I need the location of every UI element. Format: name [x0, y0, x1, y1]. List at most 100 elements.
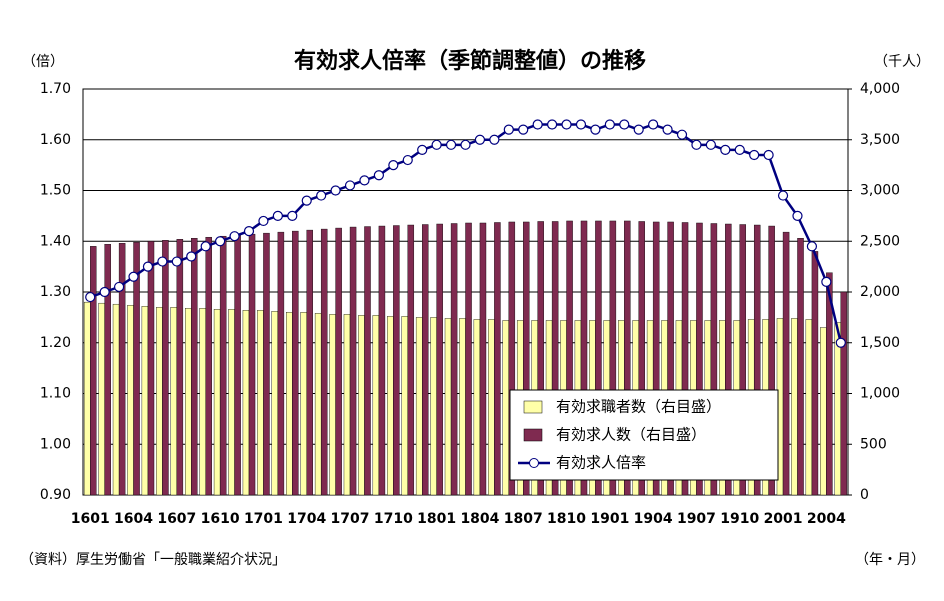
marker — [85, 291, 96, 303]
marker — [662, 124, 673, 135]
x-tick-label: 1904 — [634, 511, 673, 527]
bar — [292, 230, 299, 496]
bar — [387, 316, 394, 496]
x-tick-label: 1607 — [157, 511, 196, 527]
marker — [287, 210, 298, 221]
bar — [228, 309, 235, 496]
bar — [580, 220, 588, 496]
marker — [604, 119, 615, 130]
bar — [378, 225, 386, 496]
y2-tick-label: 3,000 — [860, 183, 900, 199]
y2-tick-label: 1,500 — [860, 335, 900, 351]
bar — [127, 304, 134, 496]
bar — [450, 223, 458, 496]
x-tick-label: 1601 — [71, 511, 110, 527]
x-tick-label: 1910 — [720, 511, 759, 527]
bar — [624, 220, 631, 496]
bar — [791, 318, 798, 496]
bar — [162, 240, 169, 496]
bar — [407, 224, 415, 496]
marker — [417, 144, 428, 155]
bar — [739, 224, 747, 496]
bar — [364, 226, 371, 496]
legend-label: 有効求人倍率 — [556, 454, 646, 472]
marker — [344, 180, 356, 191]
y2-tick-label: 2,500 — [860, 233, 900, 249]
bar — [415, 317, 423, 496]
marker — [215, 236, 226, 247]
bar — [652, 221, 660, 496]
bar — [205, 236, 212, 496]
bar — [191, 238, 198, 496]
x-tick-label: 1610 — [201, 511, 240, 527]
bar — [725, 223, 732, 496]
bar — [551, 221, 559, 496]
y-tick-label: 1.60 — [40, 132, 71, 148]
y2-tick-label: 500 — [860, 436, 887, 452]
x-tick-label: 1701 — [244, 511, 283, 527]
marker — [460, 139, 471, 150]
bar — [523, 221, 530, 496]
bar — [797, 238, 804, 496]
bar — [681, 222, 689, 496]
bar — [820, 327, 827, 496]
y-tick-label: 1.10 — [40, 386, 71, 402]
bar — [83, 301, 91, 496]
bar — [465, 222, 472, 496]
marker — [835, 337, 846, 348]
marker — [157, 256, 168, 267]
x-tick-label: 1807 — [504, 511, 543, 527]
marker — [474, 134, 486, 145]
marker — [763, 149, 774, 161]
bar — [805, 319, 813, 496]
x-tick-label: 1707 — [331, 511, 370, 527]
marker — [229, 231, 240, 242]
x-tick-label: 2001 — [764, 511, 803, 527]
marker — [186, 251, 197, 262]
marker — [445, 139, 457, 150]
x-tick-label: 1901 — [590, 511, 629, 527]
legend-swatch — [523, 400, 543, 414]
marker — [691, 139, 702, 150]
marker — [431, 139, 442, 150]
y2-tick-label: 3,500 — [860, 132, 900, 148]
bar — [444, 318, 452, 496]
bar — [537, 221, 544, 496]
legend-label: 有効求職者数（右目盛） — [556, 398, 721, 416]
bar — [479, 222, 487, 496]
x-tick-label: 1710 — [374, 511, 413, 527]
bar — [184, 308, 192, 496]
marker — [792, 210, 803, 221]
bar — [459, 318, 466, 496]
y-tick-label: 1.40 — [40, 233, 71, 249]
bar — [170, 307, 178, 496]
bar — [314, 313, 322, 496]
x-tick-label: 1604 — [114, 511, 153, 527]
y2-tick-label: 4,000 — [860, 81, 900, 97]
bar — [156, 307, 163, 496]
marker — [503, 124, 514, 135]
bar — [133, 242, 140, 496]
bar — [710, 223, 718, 496]
y2-tick-label: 2,000 — [860, 284, 900, 300]
bar — [372, 315, 380, 496]
x-tick-label: 1907 — [677, 511, 716, 527]
source: （資料）厚生労働省「一般職業紹介状況」 — [20, 552, 286, 568]
bar — [436, 223, 443, 496]
marker — [705, 139, 716, 150]
bar — [329, 314, 336, 496]
bar — [349, 226, 357, 496]
bar — [257, 310, 264, 496]
bar — [248, 233, 256, 496]
marker — [532, 119, 543, 130]
y-tick-label: 1.20 — [40, 335, 71, 351]
marker — [777, 190, 789, 201]
marker — [330, 185, 341, 196]
bar — [300, 312, 307, 496]
bar — [696, 222, 703, 496]
marker — [99, 286, 110, 298]
marker — [590, 124, 601, 135]
bar — [834, 322, 841, 496]
y-tick-label: 1.30 — [40, 284, 71, 300]
